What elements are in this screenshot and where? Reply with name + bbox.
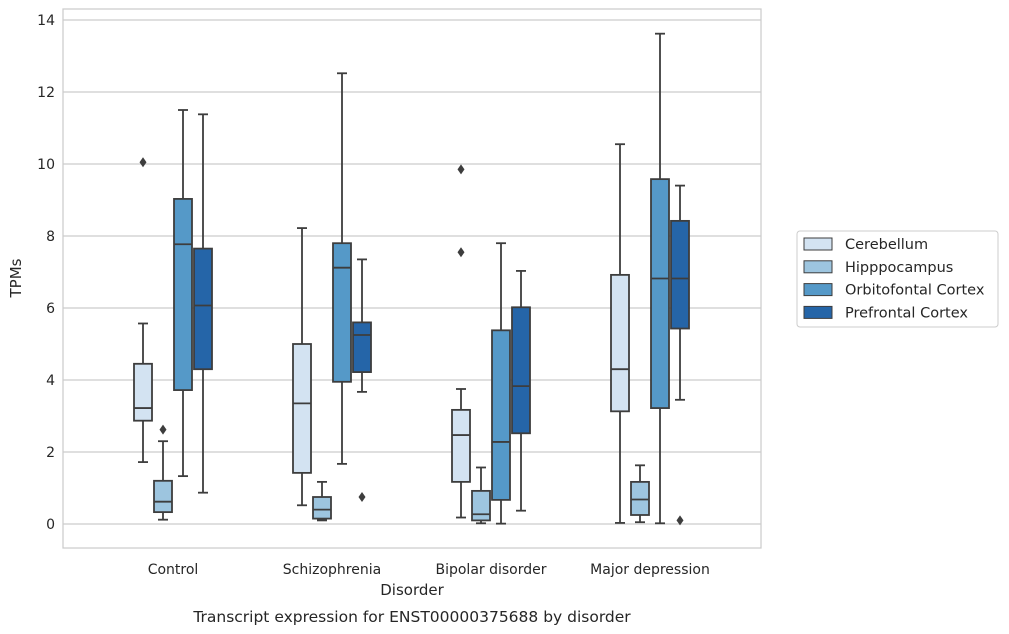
y-tick-label: 14 [37,13,55,29]
x-tick-label: Bipolar disorder [435,562,546,578]
y-axis-label: TPMs [7,258,25,298]
y-tick-label: 4 [46,373,55,389]
box-orbitofontal-cortex-bipolar-disorder [491,242,511,525]
y-tick-label: 6 [46,301,55,317]
box-orbitofontal-cortex-control [173,109,193,478]
box-iqr [173,198,193,391]
box-hipppocampus-major-depression [630,464,650,524]
outlier-marker [457,164,465,175]
y-tick-label: 2 [46,445,55,461]
box-prefrontal-cortex-bipolar-disorder [511,270,531,512]
box-iqr [650,178,670,409]
legend-frame [796,230,999,328]
box-prefrontal-cortex-schizophrenia [352,258,372,502]
box-hipppocampus-schizophrenia [312,480,332,522]
box-iqr [630,480,650,516]
x-tick-label: Control [148,562,199,578]
box-iqr [352,321,372,373]
box-iqr [670,219,690,330]
legend-swatch [803,283,833,297]
x-axis-label: Disorder [380,581,444,599]
legend-swatch [803,237,833,251]
box-orbitofontal-cortex-major-depression [650,32,670,525]
outlier-marker [457,247,465,258]
y-tick-labels: 0 2 4 6 8 10 12 14 [37,13,55,533]
box-iqr [610,273,630,413]
chart-caption: Transcript expression for ENST0000037568… [192,608,631,626]
box-prefrontal-cortex-major-depression [670,184,690,526]
box-iqr [133,362,153,422]
x-tick-labels: Control Schizophrenia Bipolar disorder Majo… [148,562,710,578]
box-hipppocampus-control [153,424,173,521]
legend-label: Prefrontal Cortex [845,305,968,321]
box-iqr [511,306,531,435]
box-iqr [193,247,213,371]
legend-label: Hipppocampus [845,260,953,276]
outlier-marker [358,492,366,502]
box-iqr [312,496,332,520]
outlier-marker [676,515,684,526]
box-iqr [491,329,511,501]
box-prefrontal-cortex-control [193,113,213,494]
y-tick-label: 12 [37,85,55,101]
x-tick-label: Schizophrenia [283,562,381,578]
box-cerebellum-schizophrenia [292,227,312,507]
box-cerebellum-major-depression [610,143,630,524]
box-cerebellum-bipolar-disorder [451,164,471,519]
legend-swatch [803,305,833,319]
legend-label: Orbitofontal Cortex [845,283,985,299]
box-hipppocampus-bipolar-disorder [471,466,491,525]
plot-frame [62,8,762,549]
legend-swatch [803,260,833,274]
y-tick-label: 0 [46,517,55,533]
outlier-marker [139,157,147,168]
box-cerebellum-control [133,157,153,463]
y-tick-label: 8 [46,229,55,245]
box-iqr [292,343,312,474]
legend: Cerebellum Hipppocampus Orbitofontal Corte… [796,230,999,328]
box-iqr [451,408,471,483]
legend-label: Cerebellum [845,237,928,253]
box-iqr [332,242,352,383]
x-tick-label: Major depression [590,562,710,578]
y-tick-label: 10 [37,157,55,173]
outlier-marker [159,424,167,435]
box-iqr [153,479,173,514]
box-iqr [471,489,491,522]
box-orbitofontal-cortex-schizophrenia [332,72,352,465]
boxes [133,32,690,526]
